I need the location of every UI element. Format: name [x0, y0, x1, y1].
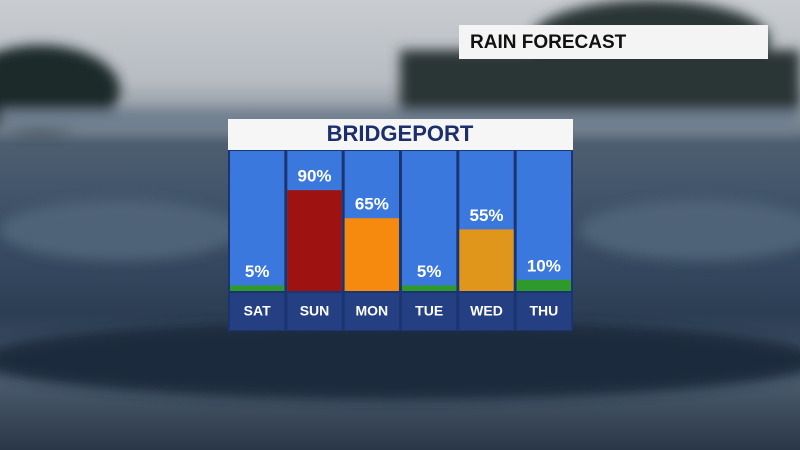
column: [230, 151, 285, 291]
day-cell: [344, 293, 399, 330]
x-tick-label: TUE: [415, 303, 443, 319]
bar: [230, 285, 285, 291]
day-cell: [402, 293, 457, 330]
bar: [344, 218, 399, 291]
title-box: [228, 119, 573, 150]
background: [0, 0, 800, 400]
header-title: RAIN FORECAST: [470, 32, 627, 53]
value-label: 5%: [417, 262, 442, 281]
value-label: 55%: [469, 206, 503, 225]
panel: [228, 150, 573, 331]
x-tick-label: SAT: [244, 303, 271, 319]
bar: [516, 279, 571, 291]
header-box: [459, 25, 768, 59]
column: [402, 151, 457, 291]
value-label: 90%: [297, 167, 331, 186]
bar: [287, 190, 342, 291]
x-tick-label: SUN: [300, 303, 330, 319]
day-cell: [287, 293, 342, 330]
day-cell: [516, 293, 571, 330]
day-cell: [459, 293, 514, 330]
x-tick-label: WED: [470, 303, 503, 319]
value-label: 10%: [527, 256, 561, 275]
bar: [402, 285, 457, 291]
x-tick-label: MON: [355, 303, 388, 319]
value-label: 5%: [245, 262, 270, 281]
x-tick-label: THU: [529, 303, 558, 319]
day-cell: [230, 293, 285, 330]
bar: [459, 229, 514, 291]
column: [516, 151, 571, 291]
chart-title: BRIDGEPORT: [327, 121, 474, 146]
value-label: 65%: [355, 195, 389, 214]
